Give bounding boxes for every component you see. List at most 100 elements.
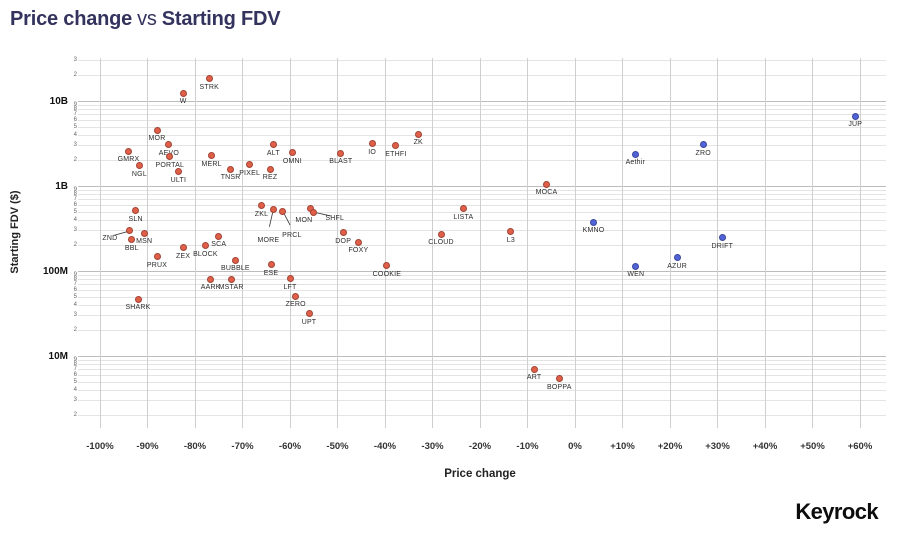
y-axis-minor-tick-label: 6 — [73, 116, 77, 123]
point-label: MON — [295, 216, 313, 224]
data-point[interactable] — [258, 202, 265, 210]
data-point[interactable] — [632, 262, 640, 270]
data-point[interactable] — [132, 207, 140, 215]
point-label: COOKIE — [372, 270, 402, 278]
data-point[interactable] — [851, 112, 859, 120]
gridline-minor — [78, 400, 886, 402]
data-point[interactable] — [207, 275, 215, 283]
gridline-minor — [78, 60, 886, 62]
data-point[interactable] — [140, 229, 148, 237]
y-axis-tick-label: 10B — [49, 95, 68, 107]
data-point[interactable] — [339, 229, 347, 237]
gridline-major — [78, 101, 886, 102]
gridline-minor — [78, 194, 886, 196]
data-point[interactable] — [174, 168, 182, 176]
x-axis-tick-label: +10% — [610, 441, 635, 452]
data-point[interactable] — [205, 75, 213, 83]
data-point[interactable] — [543, 180, 550, 188]
gridline-minor — [78, 245, 886, 247]
data-point[interactable] — [718, 234, 726, 242]
gridline-vertical — [574, 58, 576, 428]
data-point[interactable] — [208, 152, 216, 160]
data-point[interactable] — [437, 230, 445, 238]
y-axis-minor-tick-label: 2 — [73, 412, 77, 419]
data-point[interactable] — [227, 275, 235, 283]
y-axis-minor-tick-label: 7 — [73, 196, 77, 203]
point-label: W — [179, 98, 187, 106]
data-point[interactable] — [135, 162, 143, 170]
data-point[interactable] — [269, 205, 277, 213]
data-point[interactable] — [231, 256, 239, 264]
gridline-vertical — [622, 58, 623, 428]
point-label: MOR — [148, 135, 166, 143]
gridline-minor — [78, 114, 886, 116]
gridline-minor — [78, 289, 886, 291]
data-point[interactable] — [179, 244, 187, 252]
y-axis-minor-tick-label: 7 — [73, 111, 77, 118]
y-axis-minor-tick-label: 6 — [73, 371, 77, 378]
gridline-minor — [78, 381, 886, 383]
y-axis-minor-tick-label: 5 — [73, 208, 77, 215]
data-point[interactable] — [134, 295, 142, 303]
data-point[interactable] — [286, 275, 294, 283]
data-point[interactable] — [227, 165, 235, 173]
data-point[interactable] — [125, 147, 132, 155]
gridline-vertical — [194, 58, 196, 428]
point-label: Aethir — [625, 159, 646, 167]
data-point[interactable] — [392, 142, 400, 150]
point-label: ALT — [266, 149, 280, 157]
point-label: MORE — [257, 237, 280, 245]
gridline-vertical — [669, 58, 671, 428]
data-point[interactable] — [383, 262, 391, 270]
point-label: ART — [526, 374, 542, 382]
gridline-minor — [78, 211, 886, 213]
data-point[interactable] — [279, 207, 287, 215]
data-point[interactable] — [246, 161, 254, 169]
data-point[interactable] — [590, 218, 598, 226]
data-point[interactable] — [337, 149, 345, 157]
data-point[interactable] — [201, 242, 209, 250]
data-point[interactable] — [673, 254, 681, 262]
data-point[interactable] — [215, 232, 223, 240]
x-axis-tick-label: 0% — [568, 441, 582, 452]
data-point[interactable] — [165, 141, 173, 149]
data-point[interactable] — [368, 140, 376, 148]
x-axis-tick-label: -10% — [516, 441, 539, 452]
gridline-vertical — [384, 58, 386, 428]
data-point[interactable] — [269, 141, 277, 149]
point-label: KMNO — [582, 227, 605, 235]
data-point[interactable] — [530, 365, 538, 373]
x-axis-tick-label: -90% — [136, 441, 159, 452]
data-point[interactable] — [310, 208, 318, 216]
data-point[interactable] — [179, 89, 187, 97]
gridline-minor — [78, 364, 886, 366]
data-point[interactable] — [153, 253, 161, 261]
data-point[interactable] — [414, 130, 422, 138]
data-point[interactable] — [292, 292, 300, 300]
data-point[interactable] — [166, 153, 174, 161]
y-axis-minor-tick-label: 5 — [73, 293, 77, 300]
data-point[interactable] — [288, 149, 296, 157]
data-point[interactable] — [153, 126, 161, 134]
data-point[interactable] — [507, 228, 515, 236]
gridline-minor — [78, 126, 886, 128]
data-point[interactable] — [631, 150, 639, 158]
point-label: DRIFT — [711, 242, 734, 250]
data-point[interactable] — [305, 310, 313, 318]
title-part-1: Price change — [10, 8, 133, 30]
data-point[interactable] — [267, 261, 275, 269]
y-axis-minor-tick-label: 4 — [73, 216, 77, 223]
point-label: PIXEL — [239, 169, 261, 177]
data-point[interactable] — [699, 141, 707, 149]
gridline-vertical — [432, 58, 433, 428]
gridline-minor — [78, 204, 886, 206]
data-point[interactable] — [266, 165, 274, 173]
point-label: ESE — [263, 269, 279, 277]
data-point[interactable] — [128, 236, 136, 244]
data-point[interactable] — [555, 375, 563, 383]
point-label: CLOUD — [428, 239, 454, 247]
data-point[interactable] — [459, 205, 467, 213]
data-point[interactable] — [354, 238, 362, 246]
gridline-minor — [78, 189, 886, 191]
data-point[interactable] — [126, 227, 134, 235]
